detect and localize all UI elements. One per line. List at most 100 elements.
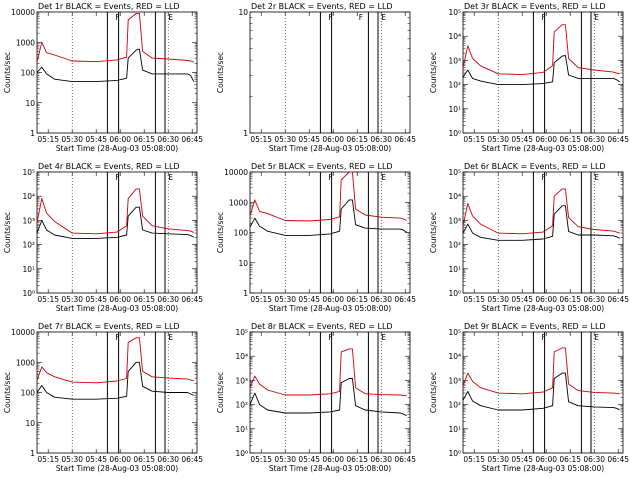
series-line <box>462 24 620 76</box>
x-tick-label: 05:45 <box>511 295 533 304</box>
flag-label: E <box>594 13 599 22</box>
x-tick-label: 05:15 <box>250 135 272 144</box>
chart-title: Det 4r BLACK = Events, RED = LLD <box>38 162 180 171</box>
x-tick-label: 06:45 <box>181 295 203 304</box>
y-tick-label: 10⁰ <box>22 289 35 298</box>
flag-label: F <box>541 333 545 342</box>
x-axis-label: Start Time (28-Aug-03 05:08:00) <box>269 144 391 153</box>
series-line <box>462 55 621 86</box>
detector-panel: Det 4r BLACK = Events, RED = LLD 05:15 05:… <box>0 160 213 320</box>
y-tick-label: 1 <box>243 129 248 138</box>
chart-title: Det 5r BLACK = Events, RED = LLD <box>251 162 393 171</box>
x-tick-label: 05:45 <box>298 135 320 144</box>
detector-panel: Det 9r BLACK = Events, RED = LLD 05:15 05:… <box>426 320 639 480</box>
y-tick-label: 10⁴ <box>235 352 248 361</box>
series-line <box>462 347 620 395</box>
x-tick-label: 05:30 <box>274 455 296 464</box>
series-line <box>462 205 621 241</box>
x-tick-label: 06:45 <box>394 135 416 144</box>
x-tick-label: 06:00 <box>109 295 131 304</box>
chart-title: Det 8r BLACK = Events, RED = LLD <box>251 322 393 331</box>
detector-panel: Det 2r BLACK = Events, RED = LLD 05:15 05:… <box>213 0 426 160</box>
flag-label: E <box>168 173 173 182</box>
y-tick-label: 100 <box>21 389 36 398</box>
x-tick-label: 05:15 <box>37 455 59 464</box>
flag-label: E <box>381 333 386 342</box>
y-tick-label: 1 <box>243 289 248 298</box>
y-tick-label: 100 <box>21 69 36 78</box>
y-tick-label: 1000 <box>16 358 35 367</box>
flag-label: E <box>594 173 599 182</box>
y-tick-label: 10 <box>25 419 35 428</box>
series-line <box>36 337 194 384</box>
chart-title: Det 3r BLACK = Events, RED = LLD <box>464 2 606 11</box>
x-tick-label: 06:00 <box>535 455 557 464</box>
x-tick-label: 05:30 <box>487 135 509 144</box>
y-tick-label: 10⁵ <box>448 328 461 337</box>
x-tick-label: 05:45 <box>85 455 107 464</box>
y-tick-label: 10⁵ <box>448 168 461 177</box>
x-axis-label: Start Time (28-Aug-03 05:08:00) <box>56 464 178 473</box>
x-tick-label: 06:45 <box>394 455 416 464</box>
y-tick-label: 10¹ <box>235 425 248 434</box>
chart-title: Det 2r BLACK = Events, RED = LLD <box>251 2 393 11</box>
x-tick-label: 06:15 <box>133 455 155 464</box>
flag-label: F <box>328 333 332 342</box>
series-line <box>249 378 407 417</box>
x-tick-label: 06:30 <box>370 135 392 144</box>
flag-label: F <box>541 13 545 22</box>
x-axis-label: Start Time (28-Aug-03 05:08:00) <box>482 464 604 473</box>
y-tick-label: 10² <box>22 241 35 250</box>
x-tick-label: 05:30 <box>487 295 509 304</box>
y-tick-label: 1000 <box>229 198 248 207</box>
x-tick-label: 05:30 <box>61 295 83 304</box>
y-tick-label: 10 <box>238 259 248 268</box>
y-tick-label: 10⁵ <box>22 168 35 177</box>
series-line <box>36 206 195 239</box>
series-line <box>249 199 408 236</box>
y-tick-label: 10⁰ <box>448 129 461 138</box>
flag-label: E <box>168 333 173 342</box>
x-tick-label: 06:15 <box>559 295 581 304</box>
chart-title: Det 7r BLACK = Events, RED = LLD <box>38 322 180 331</box>
flag-label: F <box>359 13 363 22</box>
x-tick-label: 06:00 <box>322 455 344 464</box>
y-tick-label: 10¹ <box>448 425 461 434</box>
flag-label: F <box>328 13 332 22</box>
flag-label: E <box>381 13 386 22</box>
x-tick-label: 05:15 <box>250 455 272 464</box>
x-tick-label: 05:45 <box>511 135 533 144</box>
y-tick-label: 10¹ <box>448 265 461 274</box>
x-tick-label: 05:45 <box>85 295 107 304</box>
y-axis-label: Counts/sec <box>216 52 225 93</box>
x-tick-label: 05:30 <box>61 455 83 464</box>
y-axis-label: Counts/sec <box>3 52 12 93</box>
flag-label: E <box>168 13 173 22</box>
x-tick-label: 06:30 <box>370 455 392 464</box>
y-tick-label: 10 <box>238 8 248 17</box>
y-tick-label: 10² <box>235 401 248 410</box>
chart-title: Det 1r BLACK = Events, RED = LLD <box>38 2 180 11</box>
x-tick-label: 06:00 <box>535 135 557 144</box>
y-tick-label: 10³ <box>448 376 461 385</box>
x-axis-label: Start Time (28-Aug-03 05:08:00) <box>269 464 391 473</box>
y-tick-label: 10000 <box>11 328 35 337</box>
x-tick-label: 06:45 <box>181 135 203 144</box>
y-axis-label: Counts/sec <box>216 372 225 413</box>
x-tick-label: 05:15 <box>37 295 59 304</box>
series-line <box>462 188 620 235</box>
y-tick-label: 100 <box>234 229 249 238</box>
x-tick-label: 06:00 <box>322 135 344 144</box>
x-tick-label: 06:45 <box>607 295 629 304</box>
detector-panel: Det 7r BLACK = Events, RED = LLD 05:15 05:… <box>0 320 213 480</box>
detector-panel: Det 1r BLACK = Events, RED = LLD 05:15 05:… <box>0 0 213 160</box>
y-tick-label: 10⁰ <box>448 289 461 298</box>
flag-label: E <box>381 173 386 182</box>
x-tick-label: 06:15 <box>346 295 368 304</box>
series-line <box>36 361 194 400</box>
x-tick-label: 06:15 <box>346 135 368 144</box>
x-tick-label: 06:15 <box>559 135 581 144</box>
